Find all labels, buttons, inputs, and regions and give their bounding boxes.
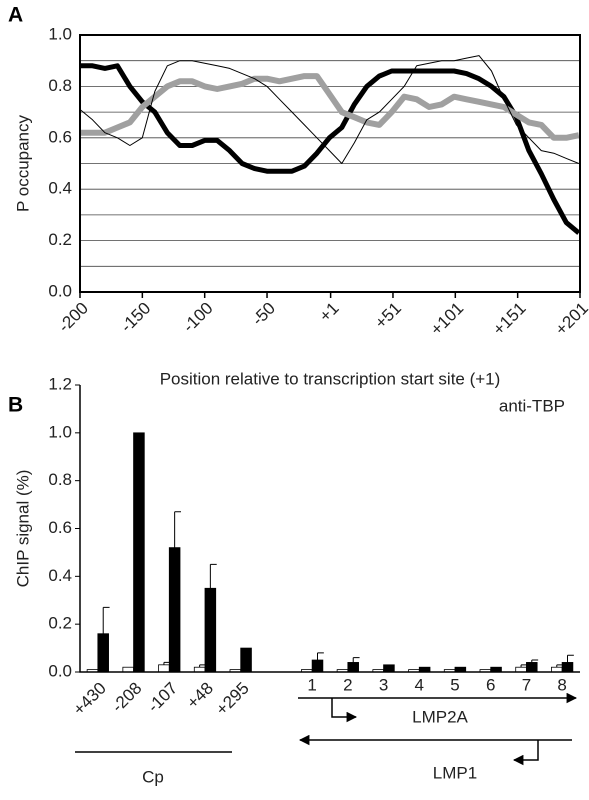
error-bar (531, 659, 539, 663)
axes (79, 385, 580, 673)
x-axis-title: Position relative to transcription start… (160, 369, 501, 388)
bar (347, 662, 359, 673)
x-tick-label: -100 (179, 299, 216, 336)
error-bar (352, 657, 360, 663)
annotation: LMP1 (433, 763, 477, 782)
y-tick-label: 0.8 (48, 470, 72, 489)
error-bar (174, 511, 181, 548)
bar (383, 664, 395, 673)
x-tick-label: +1 (315, 299, 342, 326)
bar (168, 547, 181, 673)
bar (97, 633, 109, 673)
y-tick-label: 1.0 (48, 24, 72, 43)
annotation: anti-TBP (499, 396, 565, 415)
y-tick-label: 0.2 (48, 614, 72, 633)
data-line (80, 63, 581, 235)
annotation: LMP2A (412, 707, 468, 726)
y-tick-label: 0.4 (48, 566, 72, 585)
annotation: Cp (142, 767, 164, 786)
y-axis-title: ChIP signal (%) (13, 470, 32, 588)
x-tick-label: 1 (307, 675, 316, 694)
y-tick-label: 0.0 (48, 281, 72, 300)
x-tick-label: +51 (371, 299, 405, 333)
bar (158, 664, 170, 673)
error-bar (102, 606, 110, 634)
bar (133, 432, 145, 673)
x-tick-label: -107 (144, 679, 181, 716)
error-bar (567, 654, 574, 663)
y-tick-label: 0.8 (48, 76, 72, 95)
x-tick-label: +295 (212, 679, 253, 720)
lmp2a-start (331, 698, 358, 723)
x-tick-label: 5 (450, 675, 459, 694)
x-tick-label: 8 (557, 675, 566, 694)
x-tick-label: +430 (69, 679, 110, 720)
x-tick-label: 3 (379, 675, 388, 694)
bar (240, 647, 252, 673)
y-tick-label: 0.0 (48, 661, 72, 680)
y-tick-label: 0.4 (48, 179, 72, 198)
bar (311, 659, 324, 673)
bar (561, 662, 574, 673)
y-tick-label: 0.6 (48, 127, 72, 146)
x-tick-label: -200 (55, 299, 92, 336)
x-tick-label: 6 (486, 675, 495, 694)
x-tick-label: -150 (117, 299, 154, 336)
data-line (79, 55, 579, 164)
error-bar (317, 652, 324, 661)
y-tick-label: 1.2 (48, 374, 72, 393)
x-tick-label: +48 (183, 679, 217, 713)
x-tick-label: 7 (522, 675, 531, 694)
lmp1-start (512, 740, 539, 766)
x-tick-label: +151 (489, 299, 530, 340)
x-tick-label: 4 (415, 675, 424, 694)
y-tick-label: 0.2 (48, 230, 72, 249)
x-tick-label: 2 (343, 675, 352, 694)
bar (526, 662, 538, 673)
panel-label: B (8, 394, 23, 417)
x-tick-label: -50 (248, 299, 279, 330)
bar (204, 587, 217, 673)
panel-label: A (8, 4, 23, 27)
plot-frame (79, 34, 581, 293)
error-bar (209, 563, 217, 589)
x-tick-label: +101 (427, 299, 468, 340)
x-tick-label: -208 (108, 679, 145, 716)
y-tick-label: 1.0 (48, 422, 72, 441)
y-tick-label: 0.6 (48, 518, 72, 537)
y-axis-title: P occupancy (13, 114, 32, 212)
x-tick-label: +201 (551, 299, 589, 340)
data-line (80, 73, 580, 141)
